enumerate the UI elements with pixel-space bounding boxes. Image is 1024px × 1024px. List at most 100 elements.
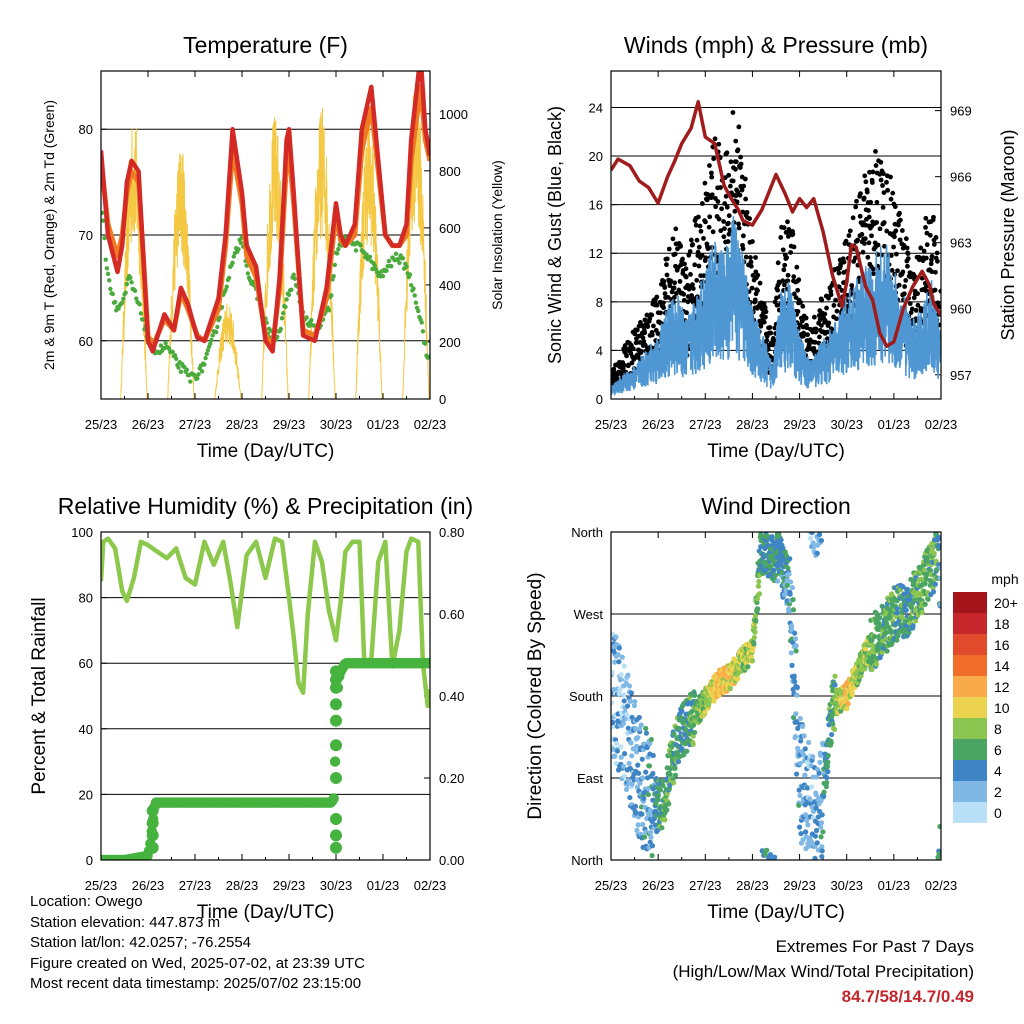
gust-marker — [673, 226, 679, 232]
gust-marker — [894, 251, 899, 257]
direction-marker — [903, 607, 909, 613]
gust-marker — [836, 270, 842, 276]
colorbar-swatch — [953, 592, 987, 613]
direction-marker — [784, 582, 791, 588]
rain-jump-marker — [146, 841, 159, 854]
gust-marker — [923, 288, 929, 294]
gust-marker — [846, 233, 852, 238]
plot-border — [610, 531, 942, 861]
dewpoint-marker — [416, 308, 421, 314]
direction-marker — [919, 609, 925, 616]
gust-marker — [642, 330, 648, 336]
direction-marker — [900, 584, 906, 590]
direction-marker — [792, 733, 799, 740]
gust-marker — [642, 317, 648, 323]
direction-marker — [927, 567, 934, 574]
gust-marker — [696, 263, 702, 269]
direction-marker — [937, 575, 941, 581]
direction-marker — [637, 780, 643, 786]
dewpoint-marker — [141, 317, 146, 322]
colorbar-swatch — [953, 634, 987, 655]
dewpoint-marker — [210, 333, 215, 338]
gust-marker — [696, 244, 702, 250]
gust-marker — [694, 277, 700, 283]
direction-marker — [647, 740, 653, 747]
gust-marker — [724, 204, 730, 210]
y-tick-label: 16 — [589, 198, 603, 213]
gust-marker — [781, 267, 787, 273]
direction-marker — [804, 785, 811, 791]
gust-marker — [719, 206, 724, 212]
direction-marker — [624, 703, 631, 709]
dewpoint-marker — [108, 286, 113, 292]
y-right-tick-label: 960 — [950, 302, 972, 317]
direction-marker — [820, 829, 826, 835]
direction-marker — [632, 698, 638, 705]
direction-marker — [816, 770, 822, 776]
colorbar-label: 6 — [994, 742, 1002, 758]
gust-marker — [735, 147, 741, 153]
dewpoint-marker — [384, 268, 389, 273]
direction-marker — [791, 673, 797, 679]
dewpoint-marker — [101, 218, 106, 223]
direction-marker — [660, 782, 666, 789]
gust-marker — [677, 279, 683, 284]
x-tick-label: 01/23 — [878, 417, 911, 432]
gust-marker — [859, 232, 865, 237]
direction-marker — [618, 744, 624, 750]
gust-marker — [730, 110, 736, 115]
x-tick-label: 27/23 — [689, 417, 722, 432]
direction-marker — [818, 537, 825, 544]
direction-marker — [797, 760, 803, 767]
direction-marker — [938, 601, 941, 607]
gust-marker — [931, 214, 936, 220]
gust-marker — [795, 287, 801, 293]
direction-marker — [825, 759, 831, 765]
direction-marker — [691, 692, 697, 698]
colorbar-swatch — [953, 697, 987, 718]
direction-marker — [619, 654, 625, 660]
y-right-tick-label: 0.80 — [439, 525, 464, 540]
direction-marker — [790, 596, 796, 603]
gust-marker — [749, 285, 755, 291]
direction-marker — [639, 811, 645, 817]
direction-marker — [787, 579, 794, 585]
gust-marker — [681, 291, 687, 297]
gust-marker — [800, 303, 806, 309]
x-tick-label: 01/23 — [878, 878, 911, 893]
gust-marker — [651, 323, 656, 329]
gust-marker — [780, 278, 786, 284]
direction-marker — [832, 682, 838, 688]
direction-marker — [882, 625, 888, 631]
dewpoint-marker — [304, 315, 309, 320]
dewpoint-marker — [137, 302, 142, 307]
dewpoint-marker — [393, 251, 399, 257]
dewpoint-marker — [279, 316, 285, 321]
direction-marker — [640, 775, 646, 781]
direction-marker — [659, 825, 665, 831]
gust-marker — [805, 332, 810, 338]
dewpoint-marker — [105, 271, 111, 277]
dewpoint-marker — [123, 290, 128, 295]
direction-marker — [631, 702, 637, 709]
direction-marker — [627, 794, 633, 801]
direction-marker — [641, 834, 648, 840]
gust-marker — [748, 263, 754, 269]
dewpoint-marker — [420, 329, 426, 334]
direction-marker — [799, 723, 806, 729]
direction-marker — [793, 771, 800, 777]
direction-marker — [807, 535, 814, 541]
gust-marker — [831, 303, 837, 308]
direction-marker — [938, 565, 941, 571]
gust-marker — [907, 301, 913, 306]
direction-marker — [702, 709, 708, 715]
direction-marker — [792, 630, 798, 636]
direction-marker — [629, 753, 635, 759]
y-tick-label: 80 — [79, 591, 93, 606]
extremes-title: Extremes For Past 7 Days — [775, 937, 974, 956]
gust-marker — [881, 220, 887, 225]
y-right-tick-label: 800 — [439, 164, 461, 179]
gust-marker — [813, 326, 819, 332]
rain-jump-marker — [146, 829, 159, 842]
direction-marker — [635, 822, 641, 828]
